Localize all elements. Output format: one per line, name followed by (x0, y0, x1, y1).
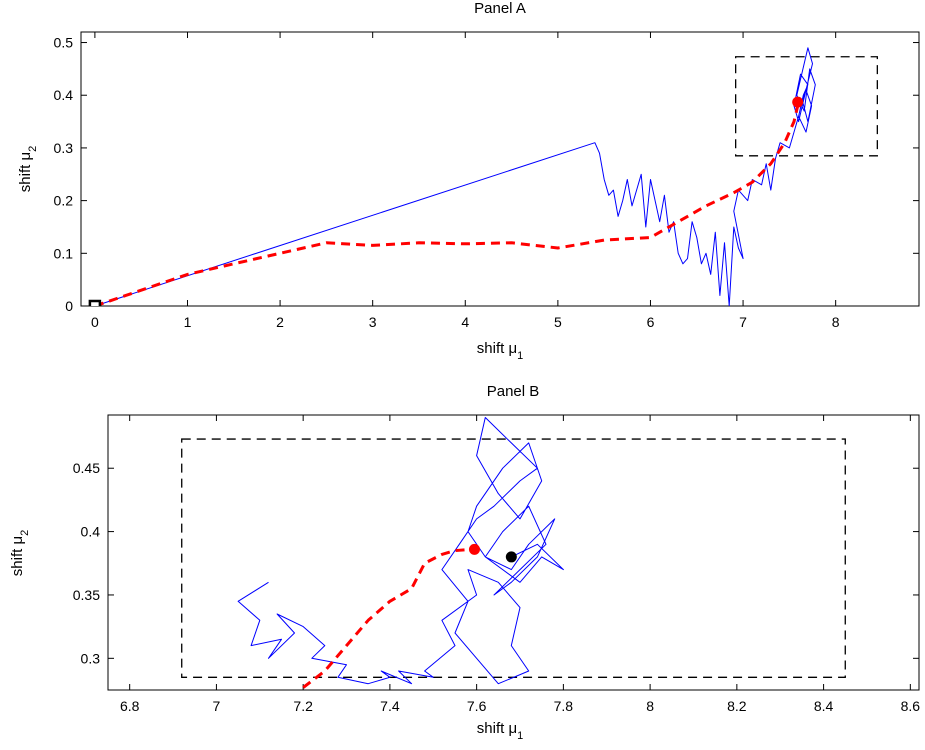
plot-frame (80, 31, 920, 307)
x-tick-label: 7.6 (467, 698, 487, 714)
panel-b: Panel B shift μ1 shift μ2 6.8 7 7.2 7.4 7.6 7… (9, 383, 920, 742)
x-tick-label: 4 (461, 314, 469, 330)
x-axis-label: shift μ1 (477, 340, 523, 362)
y-axis-label: shift μ2 (17, 146, 39, 192)
x-tick-label: 7 (739, 314, 747, 330)
series-running-mean (94, 101, 801, 306)
x-tick-label: 3 (369, 314, 377, 330)
x-tick-label: 8.6 (901, 698, 921, 714)
x-tick-label: 7.8 (554, 698, 574, 714)
x-tick-label: 6.8 (120, 698, 140, 714)
axis-ticks: 6.8 7 7.2 7.4 7.6 7.8 8 8.2 8.4 8.6 0.3 0.35 0.4 0.45 (73, 415, 921, 714)
x-tick-label: 7.2 (293, 698, 313, 714)
x-axis-label: shift μ1 (477, 720, 523, 742)
x-tick-label: 1 (184, 314, 192, 330)
y-tick-label: 0.2 (54, 193, 74, 209)
plot-area (181, 417, 846, 689)
x-tick-label: 7 (213, 698, 221, 714)
y-tick-label: 0.1 (54, 245, 74, 261)
final-mean-marker (792, 96, 804, 108)
x-tick-label: 6 (647, 314, 655, 330)
chart-title: Panel B (487, 383, 540, 400)
y-tick-label: 0.35 (73, 587, 100, 603)
y-tick-label: 0.4 (54, 87, 74, 103)
series-sampled-path (94, 47, 816, 306)
chart-title: Panel A (474, 0, 526, 17)
axis-ticks: 0 1 2 3 4 5 6 7 8 0 0.1 0.2 0.3 0.4 0.5 (54, 32, 919, 330)
panel-a: Panel A shift μ1 shift μ2 0 1 2 3 4 5 6 7 800.10… (17, 0, 920, 362)
y-tick-label: 0 (65, 298, 73, 314)
series-running-mean (302, 547, 473, 689)
y-tick-label: 0.45 (73, 460, 100, 476)
x-tick-label: 8 (646, 698, 654, 714)
y-tick-label: 0.3 (81, 650, 101, 666)
x-tick-label: 7.4 (380, 698, 400, 714)
plot-area (88, 47, 878, 306)
x-tick-label: 8.4 (814, 698, 834, 714)
series-sampled-path (237, 417, 564, 685)
y-axis-label: shift μ2 (9, 530, 31, 576)
final-sample-marker (505, 551, 517, 563)
y-tick-label: 0.5 (54, 35, 74, 51)
final-mean-marker (468, 543, 480, 555)
start-marker (88, 299, 102, 306)
x-tick-label: 5 (554, 314, 562, 330)
y-tick-label: 0.3 (54, 140, 74, 156)
x-tick-label: 0 (91, 314, 99, 330)
x-tick-label: 8 (832, 314, 840, 330)
y-tick-label: 0.4 (81, 524, 101, 540)
x-tick-label: 2 (276, 314, 284, 330)
x-tick-label: 8.2 (727, 698, 747, 714)
